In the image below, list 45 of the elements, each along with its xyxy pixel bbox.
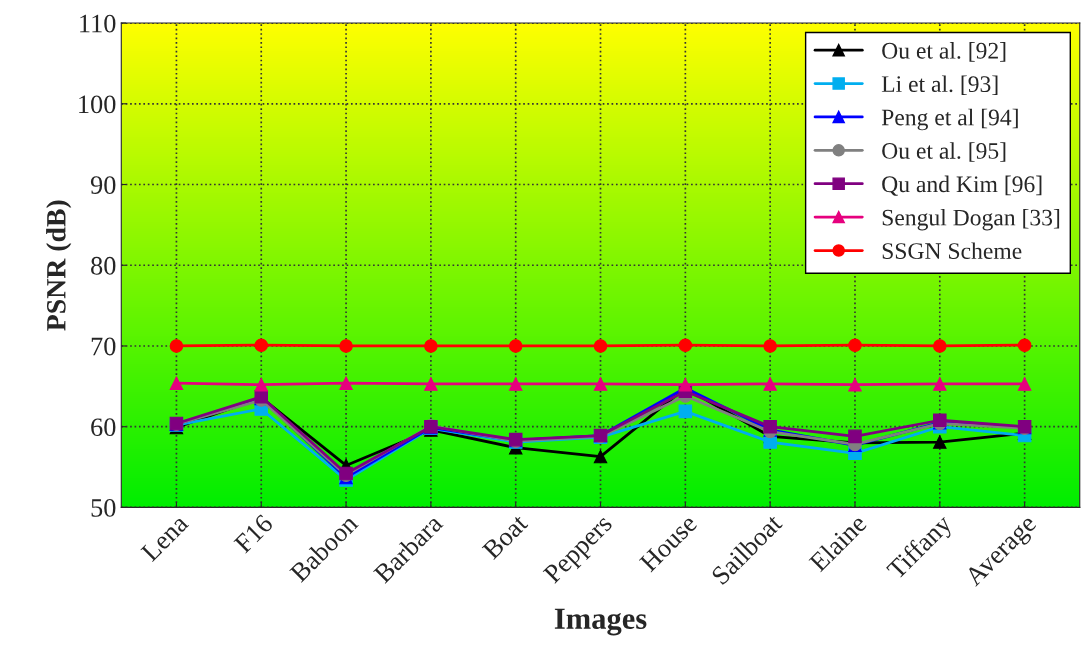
legend-label: Peng et al [94] bbox=[881, 108, 1018, 131]
x-tick-label: Boat bbox=[481, 513, 529, 561]
point bbox=[254, 377, 269, 392]
point bbox=[424, 377, 438, 391]
point bbox=[763, 377, 777, 391]
point bbox=[508, 377, 523, 391]
legend-label: Li et al. [93] bbox=[881, 75, 998, 95]
x-axis-title: Images bbox=[554, 608, 647, 636]
point bbox=[763, 435, 777, 449]
legend-label: Qu and Kim [96] bbox=[882, 175, 1042, 196]
y-tick-label: 90 bbox=[90, 176, 116, 194]
point bbox=[508, 339, 523, 353]
x-tick-label: F16 bbox=[233, 513, 274, 554]
point bbox=[593, 339, 608, 353]
point bbox=[848, 429, 862, 444]
point bbox=[593, 377, 608, 391]
point bbox=[254, 338, 269, 352]
y-tick-label: 50 bbox=[91, 499, 116, 517]
point bbox=[339, 339, 353, 353]
point bbox=[169, 339, 184, 353]
point bbox=[424, 339, 438, 353]
legend-label: Sengul Dogan [33] bbox=[882, 208, 1060, 231]
legend-label: SSGN Scheme bbox=[882, 242, 1022, 260]
point bbox=[933, 339, 947, 353]
y-tick-label: 60 bbox=[91, 418, 116, 437]
point bbox=[339, 376, 353, 390]
point bbox=[933, 377, 947, 391]
x-tick-label: Lena bbox=[140, 513, 190, 563]
legend-label: Ou et al. [95] bbox=[882, 142, 1006, 162]
point bbox=[169, 376, 184, 390]
y-axis-title: PSNR (dB) bbox=[46, 200, 72, 331]
point bbox=[933, 435, 947, 449]
point bbox=[593, 449, 608, 464]
point bbox=[1017, 377, 1032, 391]
legend-label: Ou et al. [92] bbox=[882, 42, 1006, 62]
point bbox=[678, 404, 693, 419]
point bbox=[763, 339, 777, 353]
point bbox=[848, 377, 862, 392]
point bbox=[848, 338, 862, 352]
y-tick-label: 100 bbox=[79, 95, 116, 114]
point bbox=[1017, 338, 1032, 352]
y-tick-label: 70 bbox=[91, 337, 116, 356]
y-tick-label: 110 bbox=[80, 14, 116, 33]
y-tick-label: 80 bbox=[91, 256, 116, 275]
point bbox=[678, 338, 693, 352]
